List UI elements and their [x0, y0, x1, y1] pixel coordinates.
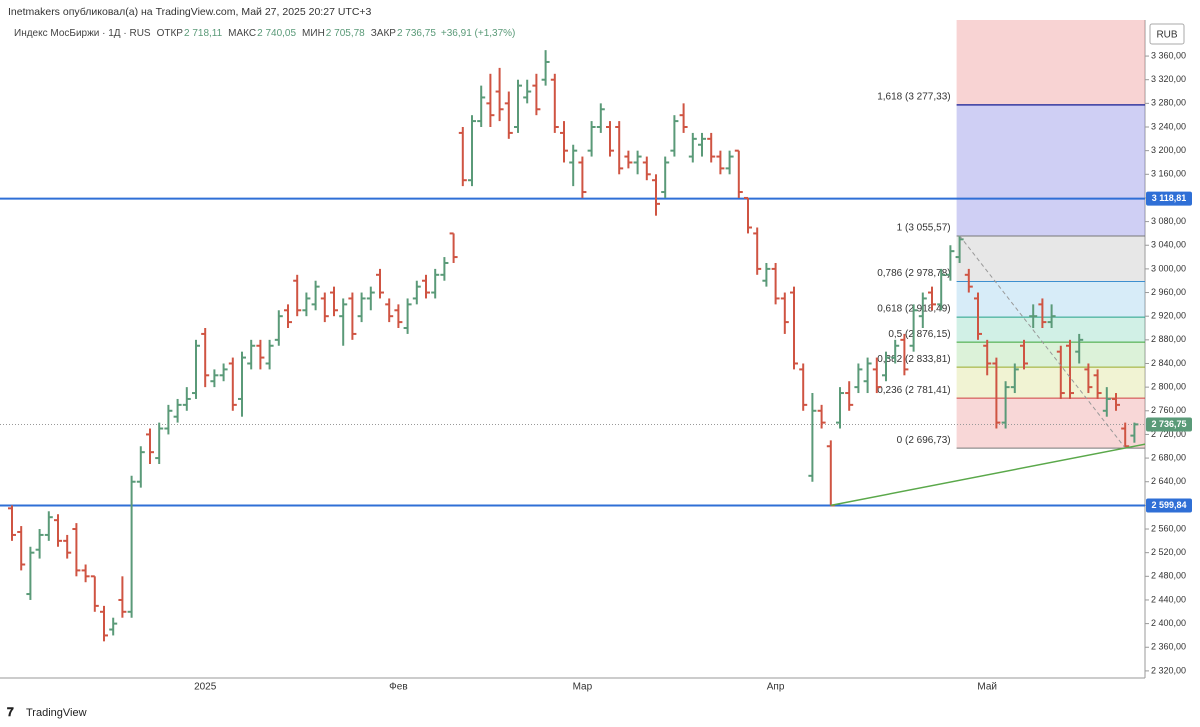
fib-label: 0,382 (2 833,81): [877, 354, 950, 365]
currency: RUB: [1156, 30, 1177, 41]
price-tag: [1146, 191, 1192, 206]
fib-band: [956, 236, 1145, 282]
header: Inetmakers опубликовал(а) на TradingView…: [8, 6, 372, 18]
trend-line: [830, 443, 1146, 507]
fib-label: 1 (3 055,57): [897, 223, 951, 234]
x-tick-label: Апр: [767, 682, 785, 693]
x-tick-label: Фев: [389, 682, 407, 693]
legend-label: МИН: [302, 28, 325, 39]
y-tick-label: 3 240,00: [1151, 121, 1186, 131]
fib-label: 0,236 (2 781,41): [877, 385, 950, 396]
y-tick-label: 2 640,00: [1151, 476, 1186, 486]
price-tag-label: 3 118,81: [1152, 193, 1187, 203]
legend-value: 2 718,11: [184, 28, 223, 39]
legend-value: 2 740,05: [257, 28, 296, 39]
y-tick-label: 2 360,00: [1151, 642, 1186, 652]
y-tick-label: 2 720,00: [1151, 429, 1186, 439]
symbol: Индекс МосБиржи · 1Д · RUS: [14, 28, 151, 39]
y-tick-label: 2 680,00: [1151, 452, 1186, 462]
y-tick-label: 2 880,00: [1151, 334, 1186, 344]
y-tick-label: 3 360,00: [1151, 50, 1186, 60]
x-tick-label: 2025: [194, 682, 217, 693]
currency-box: [1149, 23, 1185, 45]
fib-label: 1,618 (3 277,33): [877, 92, 950, 103]
y-tick-label: 2 760,00: [1151, 405, 1186, 415]
y-tick-label: 2 320,00: [1151, 665, 1186, 675]
fib-band: [956, 104, 1145, 237]
fib-label: 0,786 (2 978,78): [877, 268, 950, 279]
logo-mark: 𝟕: [7, 705, 14, 719]
y-tick-label: 2 840,00: [1151, 358, 1186, 368]
price-tag-label: 2 599,84: [1151, 500, 1186, 510]
fib-connector: [959, 235, 1126, 449]
price-tag-label: 2 736,75: [1151, 419, 1186, 429]
legend-change: +36,91 (+1,37%): [441, 28, 516, 39]
y-tick-label: 2 960,00: [1151, 287, 1186, 297]
y-tick-label: 2 520,00: [1151, 547, 1186, 557]
y-tick-label: 2 560,00: [1151, 523, 1186, 533]
y-tick-label: 3 200,00: [1151, 145, 1186, 155]
y-tick-label: 2 800,00: [1151, 382, 1186, 392]
brand: TradingView: [26, 707, 87, 719]
fib-label: 0 (2 696,73): [897, 435, 951, 446]
price-tag: [1146, 417, 1192, 432]
y-tick-label: 3 280,00: [1151, 98, 1186, 108]
legend-label: МАКС: [228, 28, 256, 39]
legend-label: ОТКР: [157, 28, 184, 39]
y-tick-label: 2 400,00: [1151, 618, 1186, 628]
x-tick-label: Мар: [573, 682, 593, 693]
y-tick-label: 2 480,00: [1151, 571, 1186, 581]
legend-value: 2 736,75: [397, 28, 436, 39]
y-tick-label: 2 440,00: [1151, 594, 1186, 604]
fib-band: [956, 398, 1145, 449]
legend-label: ЗАКР: [371, 28, 397, 39]
fib-label: 0,5 (2 876,15): [888, 329, 950, 340]
y-tick-label: 3 080,00: [1151, 216, 1186, 226]
legend: Индекс МосБиржи · 1Д · RUS ОТКР2 718,11 МА…: [14, 28, 515, 39]
y-tick-label: 3 320,00: [1151, 74, 1186, 84]
legend-value: 2 705,78: [326, 28, 365, 39]
y-tick-label: 3 040,00: [1151, 240, 1186, 250]
y-tick-label: 3 160,00: [1151, 169, 1186, 179]
fib-band: [956, 20, 1145, 105]
logo: 𝟕: [7, 705, 14, 719]
price-tag: [1146, 498, 1192, 513]
y-tick-label: 3 000,00: [1151, 263, 1186, 273]
x-tick-label: Май: [977, 682, 997, 693]
y-tick-label: 2 920,00: [1151, 311, 1186, 321]
